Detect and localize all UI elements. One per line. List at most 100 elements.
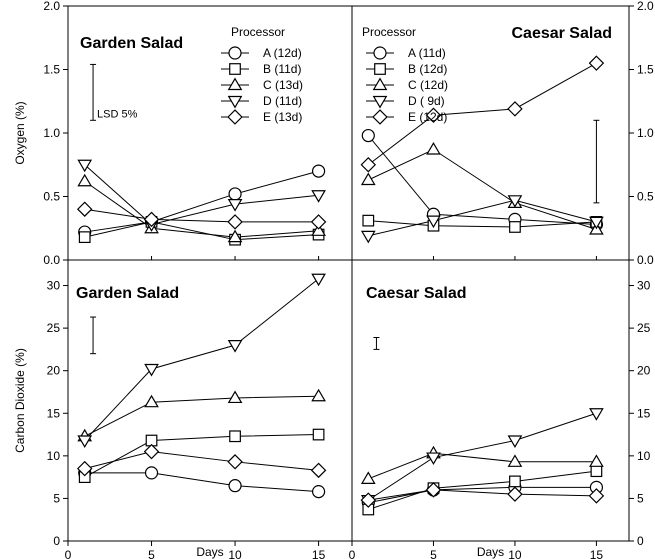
panel-title: Garden Salad: [76, 285, 179, 302]
data-point-triangle-down: [227, 199, 243, 212]
series-line-circle: [367, 135, 597, 225]
y-tick-label: 10: [637, 449, 651, 463]
data-point-triangle-down: [77, 435, 93, 449]
x-tick-label: 5: [148, 548, 155, 559]
panel-title: Garden Salad: [80, 35, 183, 52]
legend-marker-square: [229, 63, 241, 75]
x-axis-label: Days: [196, 545, 223, 559]
series-line-circle: [84, 170, 319, 233]
y-tick-label: 0: [637, 534, 644, 548]
data-point-circle: [144, 466, 159, 480]
y-tick-label: 30: [637, 279, 651, 293]
data-point-triangle-down: [227, 340, 243, 353]
legend-marker-circle: [228, 46, 242, 60]
data-point-square: [312, 428, 325, 441]
panel-1: 0.0 0.5 1.0 1.5 2.0 Oxygen (%) Garden Salad LSD…: [13, 0, 353, 267]
y-tick-label: 5: [53, 491, 60, 505]
series-line-square: [84, 221, 319, 241]
data-point-triangle-up: [311, 223, 326, 236]
series-line-square: [368, 220, 597, 228]
series-line-triangle-down: [368, 199, 597, 237]
series-line-circle: [84, 472, 319, 493]
y-tick-label: 0: [53, 534, 60, 548]
panel-2: 0.0 0.5 1.0 1.5 2.0 Caesar Salad Processor A (1…: [351, 0, 654, 267]
legend-marker-triangle-up: [372, 77, 388, 91]
y-tick-label: 1.0: [637, 126, 654, 140]
x-tick-label: 0: [349, 548, 356, 559]
x-tick-label: 15: [312, 548, 326, 559]
y-tick-label: 0.0: [43, 253, 60, 267]
data-point-circle: [311, 164, 326, 178]
y-tick-label: 5: [637, 491, 644, 505]
series-line-diamond: [84, 208, 319, 223]
y-tick-label: 15: [637, 406, 651, 420]
y-tick-label: 0.0: [637, 253, 654, 267]
data-point-triangle-up: [589, 454, 604, 467]
series-line-triangle-up: [84, 395, 319, 437]
data-point-triangle-down: [311, 273, 326, 287]
y-tick-label: 1.5: [43, 63, 60, 77]
y-tick-label: 2.0: [637, 0, 654, 13]
y-tick-label: 20: [47, 364, 61, 378]
data-point-circle: [228, 187, 242, 201]
panel-title: Caesar Salad: [366, 285, 467, 302]
data-point-triangle-down: [589, 408, 604, 421]
legend-marker-square: [374, 63, 386, 75]
data-point-triangle-up: [311, 388, 326, 402]
data-point-triangle-up: [507, 454, 523, 467]
legend-marker-triangle-down: [372, 95, 388, 109]
data-point-triangle-down: [589, 216, 604, 230]
y-tick-label: 30: [47, 279, 61, 293]
series-line-triangle-down: [368, 412, 597, 501]
y-tick-label: 1.0: [43, 126, 60, 140]
panel-4: 0 5 10 15 20 25 30 0 5 10 15 Days Caesar Salad: [349, 259, 651, 559]
legend-label: E (13d): [263, 110, 302, 124]
data-point-square: [229, 430, 241, 443]
legend-label: A (11d): [408, 46, 446, 60]
panel-title: Caesar Salad: [511, 25, 612, 42]
y-tick-label: 25: [47, 321, 61, 335]
data-point-triangle-down: [507, 195, 523, 208]
series-line-triangle-down: [84, 278, 319, 441]
data-point-diamond: [227, 454, 243, 470]
x-tick-label: 5: [430, 548, 437, 559]
data-point-triangle-up: [227, 390, 243, 404]
series-line-diamond: [84, 451, 319, 471]
data-point-triangle-up: [144, 394, 159, 408]
data-point-circle: [361, 128, 375, 143]
x-tick-label: 0: [65, 548, 72, 559]
series-line-diamond: [368, 489, 597, 501]
series-line-square: [84, 434, 319, 478]
data-point-triangle-down: [507, 435, 523, 449]
y-tick-label: 15: [47, 406, 61, 420]
data-point-triangle-down: [144, 363, 159, 377]
data-point-circle: [311, 485, 326, 499]
legend-marker-circle: [373, 46, 387, 60]
data-point-triangle-up: [227, 229, 243, 243]
data-point-diamond: [310, 462, 327, 479]
data-point-square: [362, 214, 375, 227]
data-point-diamond: [227, 214, 243, 230]
data-point-diamond: [76, 460, 93, 477]
legend-label: C (12d): [408, 78, 448, 92]
legend-label: B (12d): [408, 62, 447, 76]
legend-marker-diamond: [372, 109, 388, 125]
y-tick-label: 0.5: [637, 190, 654, 204]
series-line-diamond: [367, 62, 597, 166]
legend-label: A (12d): [263, 46, 302, 60]
series-line-triangle-up: [368, 452, 597, 480]
data-point-diamond: [588, 55, 605, 71]
y-axis-label: Carbon Dioxide (%): [13, 348, 27, 453]
plot-frame: [351, 5, 630, 261]
series-line-triangle-up: [84, 180, 319, 238]
series-line-square: [368, 470, 597, 510]
data-point-triangle-down: [77, 159, 93, 173]
x-tick-label: 15: [590, 548, 604, 559]
x-axis-label: Days: [477, 545, 504, 559]
y-tick-label: 10: [47, 449, 61, 463]
legend-title: Processor: [362, 25, 416, 39]
legend-label: D (11d): [263, 94, 302, 108]
data-point-diamond: [76, 201, 93, 217]
y-tick-label: 2.0: [43, 0, 60, 13]
